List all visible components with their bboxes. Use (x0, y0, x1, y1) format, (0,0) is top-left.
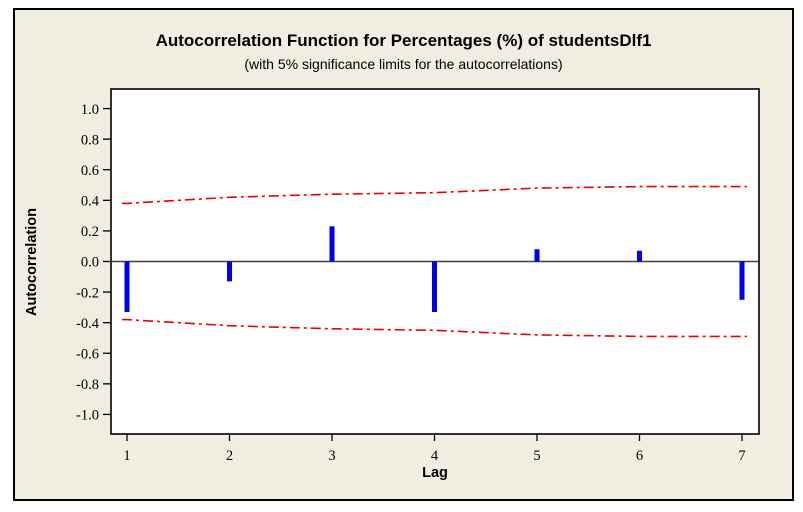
plot-border (110, 88, 760, 435)
y-tick-label: 1.0 (81, 102, 99, 118)
chart-subtitle: (with 5% significance limits for the aut… (244, 56, 563, 72)
y-tick-label: -0.8 (76, 377, 99, 393)
x-axis-title: Lag (422, 465, 448, 481)
x-tick-label: 3 (328, 448, 335, 464)
x-tick-label: 1 (123, 448, 130, 464)
acf-bar-lag-4 (432, 261, 437, 312)
y-tick-label: -1.0 (76, 408, 99, 424)
plot-area: 1.0 0.8 0.6 0.4 0.2 0.0 -0.2 -0.4 -0.6 -0.8 -1.0 1 2… (76, 88, 760, 464)
x-tick-label: 4 (431, 448, 439, 464)
acf-bar-lag-5 (534, 249, 540, 262)
x-tick-label: 5 (533, 448, 540, 464)
acf-bar-lag-6 (637, 250, 642, 262)
acf-bar-lag-3 (329, 226, 335, 262)
x-tick-label: 7 (738, 448, 745, 464)
y-tick-label: -0.4 (76, 316, 100, 332)
y-tick-label: 0.8 (81, 132, 99, 148)
acf-bar-lag-1 (124, 261, 130, 312)
graph-window: Autocorrelation Function for Percentages… (13, 8, 794, 501)
acf-bar-lag-2 (227, 261, 232, 282)
x-tick-label: 2 (226, 448, 233, 464)
y-tick-label: 0.4 (81, 194, 100, 210)
chart-title: Autocorrelation Function for Percentages… (155, 31, 652, 50)
y-tick-label: -0.6 (76, 346, 99, 362)
y-tick-label: 0.6 (81, 163, 99, 179)
y-tick-label: 0.2 (81, 224, 99, 240)
acf-bar-lag-7 (739, 261, 745, 300)
y-tick-label: 0.0 (81, 255, 99, 271)
y-tick-label: -0.2 (76, 285, 99, 301)
x-tick-label: 6 (636, 448, 643, 464)
